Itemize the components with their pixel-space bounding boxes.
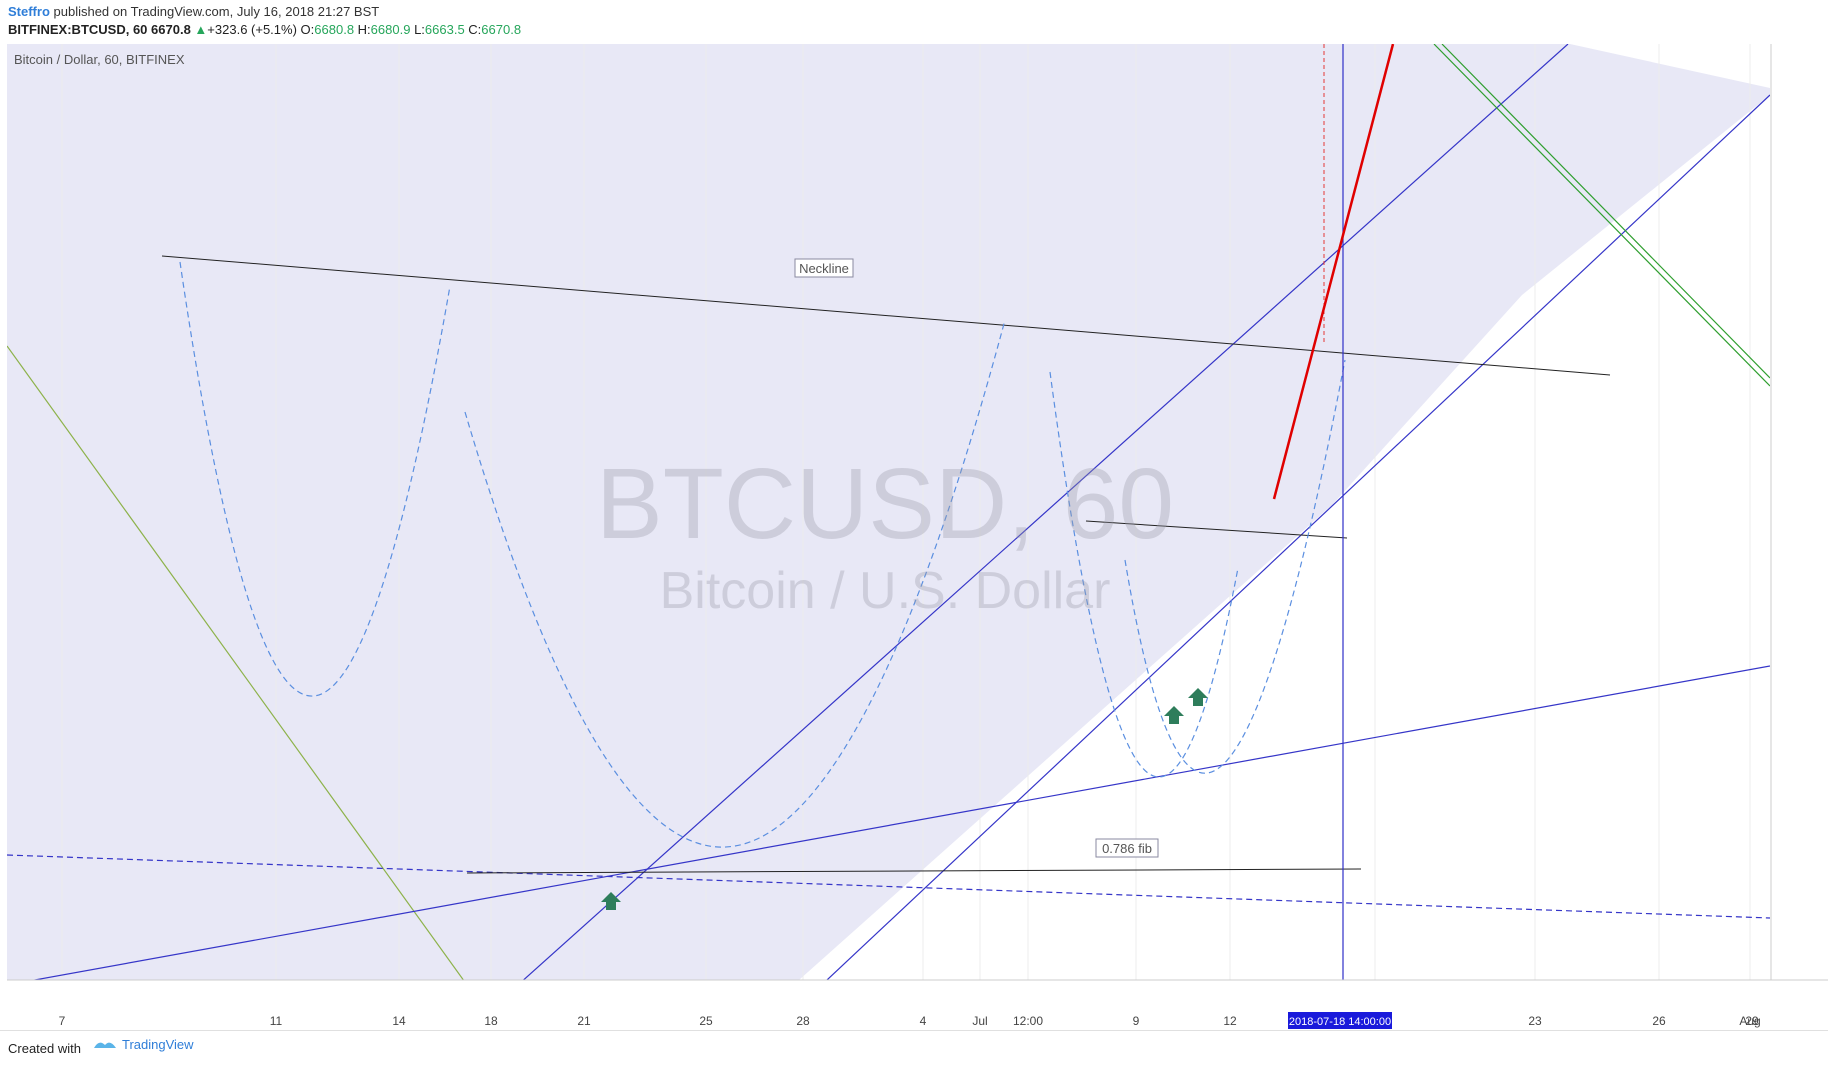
watermark-description: Bitcoin / U.S. Dollar (660, 562, 1111, 620)
fib-line (466, 868, 1362, 874)
support-trendline (31, 665, 1770, 980)
crosshair-time-box (1288, 1012, 1392, 1029)
up-arrow-icon (1188, 688, 1208, 706)
author-link[interactable]: Steffro (8, 4, 50, 19)
x-tick-label: 28 (796, 1014, 810, 1028)
chart-title: Bitcoin / Dollar, 60, BITFINEX (14, 52, 185, 67)
x-tick-label: 18 (484, 1014, 498, 1028)
up-arrow-icon (1164, 706, 1184, 724)
low-value: 6663.5 (424, 22, 465, 37)
change-value: +323.6 (+5.1%) (207, 22, 297, 37)
x-tick-label: 29 (1745, 1014, 1759, 1028)
olive-trendline (7, 345, 465, 980)
x-tick-label: 26 (1652, 1014, 1666, 1028)
x-tick-label: 21 (577, 1014, 591, 1028)
created-with-text: Created with (8, 1041, 81, 1056)
ascending-channel-shading (7, 44, 1770, 980)
high-value: 6680.9 (370, 22, 411, 37)
x-tick-label: 14 (392, 1014, 406, 1028)
x-tick-label: 25 (699, 1014, 713, 1028)
tradingview-link[interactable]: TradingView (92, 1037, 194, 1052)
x-tick-label: 23 (1528, 1014, 1542, 1028)
x-tick-label: Jul (972, 1014, 987, 1028)
x-tick-label: 9 (1133, 1014, 1140, 1028)
green-line-2 (1441, 44, 1770, 379)
inner-arc-1 (1049, 371, 1239, 778)
channel-lower-line (826, 94, 1770, 980)
x-tick-label: 12:00 (1013, 1014, 1043, 1028)
x-tick-label: 12 (1223, 1014, 1237, 1028)
close-value: 6670.8 (481, 22, 522, 37)
open-label: O: (300, 22, 315, 37)
tradingview-brand: TradingView (122, 1037, 194, 1052)
neckline-label-box (794, 258, 854, 278)
close-label: C: (468, 22, 482, 37)
symbol-label: BITFINEX:BTCUSD, 60 (8, 22, 148, 37)
watermark-symbol: BTCUSD, 60 (596, 448, 1174, 560)
neckline-label: Neckline (794, 258, 854, 278)
footer-bar: Created with TradingView (0, 1030, 1828, 1067)
up-arrow-icon (601, 892, 621, 910)
green-line-1 (1433, 44, 1770, 387)
drawing-tools (7, 44, 1770, 980)
x-tick-label: Aug (1739, 1014, 1760, 1028)
high-label: H: (357, 22, 371, 37)
head-arc (464, 319, 1006, 848)
crosshair-time-text: 2018-07-18 14:00:00 (1289, 1016, 1391, 1028)
neckline-label-text: Neckline (799, 261, 849, 276)
x-tick-label: 11 (270, 1014, 283, 1028)
crosshair-time-label: 2018-07-18 14:00:00 (1288, 1012, 1392, 1029)
fib-label: 0.786 fib (1095, 838, 1159, 858)
shoulder-arc (179, 261, 451, 697)
channel-upper-line (522, 44, 1569, 980)
drawing-overlays (1272, 44, 1395, 980)
fib-label-box (1095, 838, 1159, 858)
header-bar: Steffro published on TradingView.com, Ju… (0, 0, 1828, 44)
tradingview-logo-icon (94, 1042, 116, 1048)
inner-arc-2 (1124, 359, 1346, 774)
published-text: published on TradingView.com, July 16, 2… (49, 4, 380, 19)
vertical-gridlines (61, 44, 1751, 980)
dashed-support-line (7, 854, 1770, 919)
symbol-info: BITFINEX:BTCUSD, 60 6670.8 ▲+323.6 (+5.1… (8, 22, 521, 37)
neckline (161, 255, 1611, 376)
fib-label-text: 0.786 fib (1102, 841, 1152, 856)
last-price: 6670.8 (151, 22, 191, 37)
arrow-markers (601, 688, 1208, 910)
x-tick-label: 4 (920, 1014, 927, 1028)
publish-info: Steffro published on TradingView.com, Ju… (8, 4, 379, 19)
open-value: 6680.8 (314, 22, 355, 37)
low-label: L: (414, 22, 425, 37)
inner-neckline (1085, 520, 1348, 539)
change-up-icon: ▲ (194, 22, 208, 37)
x-tick-label: 7 (59, 1014, 66, 1028)
projection-target-line (1272, 44, 1395, 500)
